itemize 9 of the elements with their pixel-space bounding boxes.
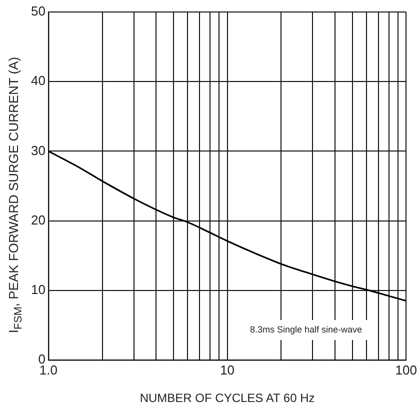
y-tick-label: 50 bbox=[30, 4, 46, 19]
y-tick-label: 10 bbox=[30, 282, 46, 297]
annotation: 8.3ms Single half sine-wave bbox=[250, 324, 362, 334]
y-tick-label: 30 bbox=[30, 142, 46, 158]
y-tick-label: 40 bbox=[30, 73, 46, 88]
x-axis-title: NUMBER OF CYCLES AT 60 Hz bbox=[140, 391, 315, 406]
x-tick-label: 10 bbox=[220, 362, 235, 378]
y-tick-label: 20 bbox=[30, 212, 46, 228]
x-tick-label: 100 bbox=[395, 362, 418, 378]
